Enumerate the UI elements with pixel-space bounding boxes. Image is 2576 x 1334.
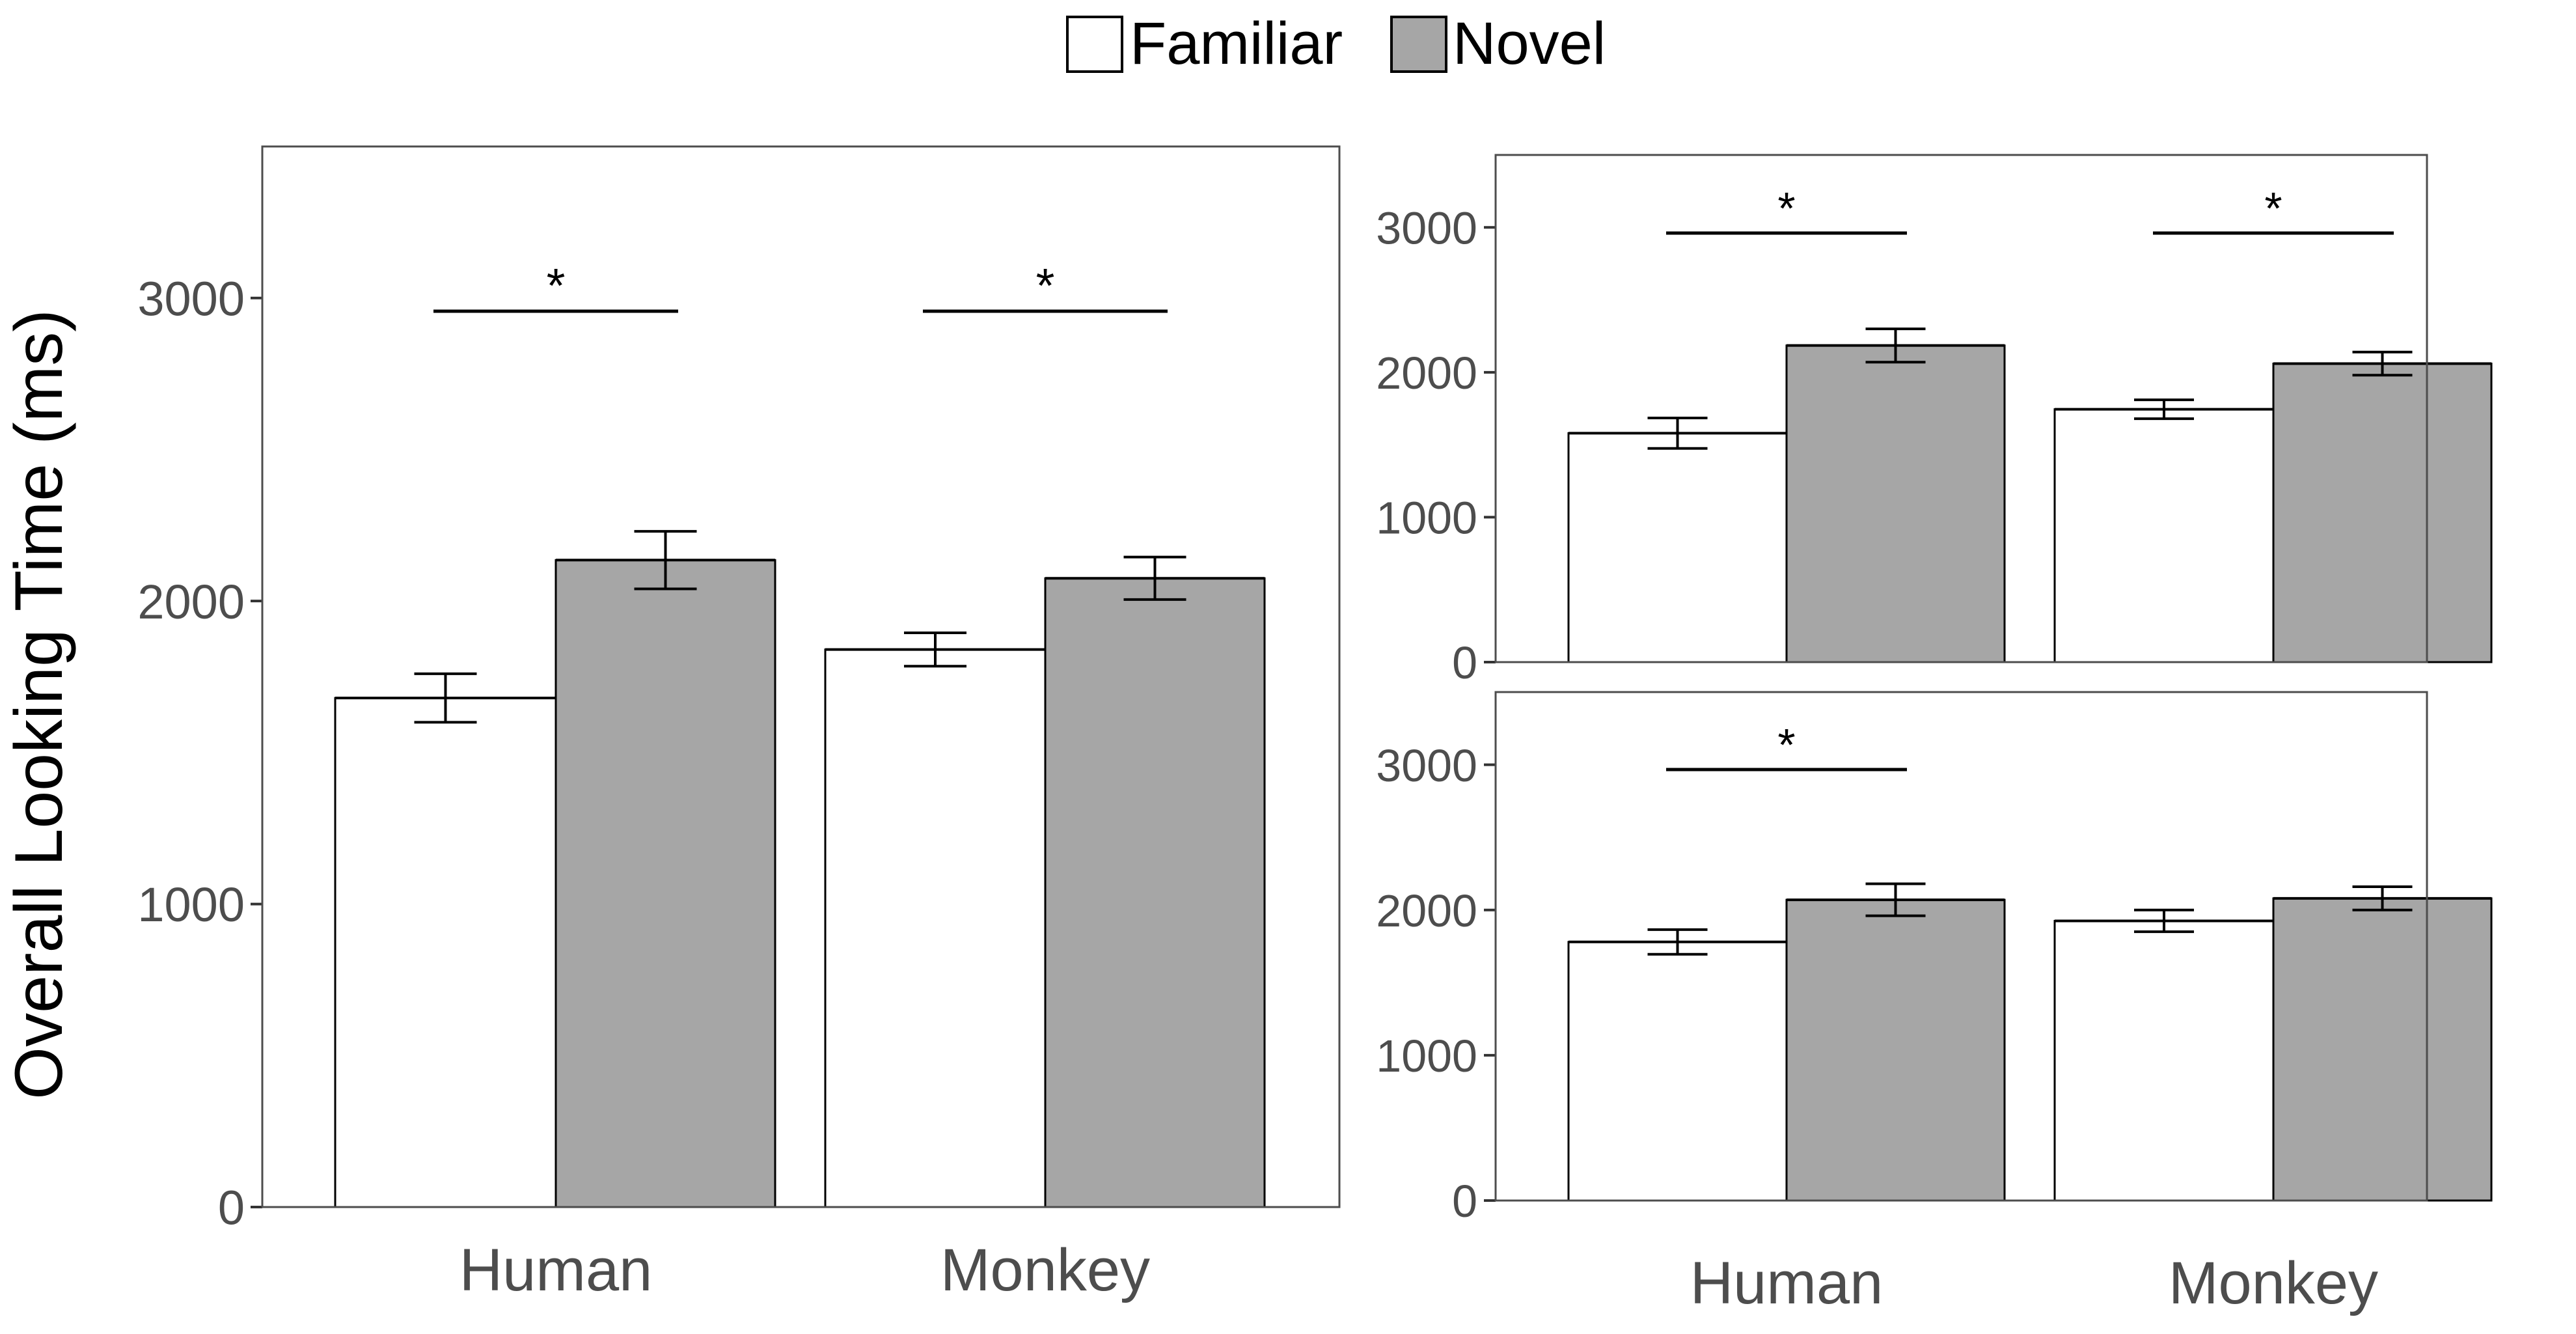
panel-frame — [1494, 691, 2428, 1202]
legend-label-familiar: Familiar — [1130, 10, 1343, 77]
significance-star-human: * — [1777, 719, 1795, 770]
bar-familiar-monkey — [824, 648, 1047, 1208]
significance-star-human: * — [1777, 183, 1795, 234]
significance-star-monkey: * — [1036, 258, 1055, 313]
bar-familiar-monkey — [2053, 919, 2275, 1202]
bar-familiar-human — [334, 697, 557, 1208]
significance-star-monkey: * — [2264, 183, 2282, 234]
legend-label-novel: Novel — [1453, 10, 1606, 77]
y-tick-label: 2000 — [137, 575, 245, 629]
x-category-label-human: Human — [459, 1237, 653, 1303]
bar-novel-human — [555, 559, 776, 1208]
panel-top-right: 0 1000 2000 3000 * * — [1376, 154, 2493, 688]
significance-star-human: * — [547, 258, 566, 313]
bar-familiar-monkey — [2053, 408, 2275, 663]
y-tick-label: 3000 — [1376, 202, 1477, 253]
legend: Familiar Novel — [1066, 10, 1606, 77]
y-tick-label: 1000 — [1376, 493, 1477, 544]
y-tick-label: 2000 — [1376, 348, 1477, 398]
bar-familiar-human — [1567, 941, 1788, 1202]
y-tick-label: 0 — [1452, 1176, 1477, 1227]
bar-familiar-human — [1567, 432, 1788, 663]
y-axis-title: Overall Looking Time (ms) — [1, 309, 77, 1100]
panel-left: 0 1000 2000 3000 Human Monkey * * — [137, 145, 1341, 1303]
y-tick-label: 0 — [1452, 637, 1477, 688]
legend-swatch-novel — [1390, 16, 1447, 73]
y-tick-label: 1000 — [1376, 1031, 1477, 1081]
bar-novel-monkey — [2272, 363, 2493, 663]
y-tick-label: 2000 — [1376, 885, 1477, 936]
bar-novel-human — [1785, 344, 2006, 663]
y-tick-label: 0 — [218, 1181, 245, 1235]
bar-novel-monkey — [1044, 577, 1266, 1208]
y-tick-label: 1000 — [137, 878, 245, 932]
y-tick-label: 3000 — [1376, 740, 1477, 791]
bar-novel-human — [1785, 898, 2006, 1202]
x-category-label-monkey: Monkey — [2169, 1250, 2378, 1316]
x-category-label-monkey: Monkey — [940, 1237, 1150, 1303]
bar-novel-monkey — [2272, 897, 2493, 1202]
panel-bottom-right: 0 1000 2000 3000 Human Monkey * — [1376, 691, 2493, 1316]
legend-swatch-familiar — [1066, 16, 1123, 73]
x-category-label-human: Human — [1690, 1250, 1884, 1316]
panel-frame — [261, 145, 1341, 1208]
panel-frame — [1494, 154, 2428, 663]
y-tick-label: 3000 — [137, 271, 245, 326]
